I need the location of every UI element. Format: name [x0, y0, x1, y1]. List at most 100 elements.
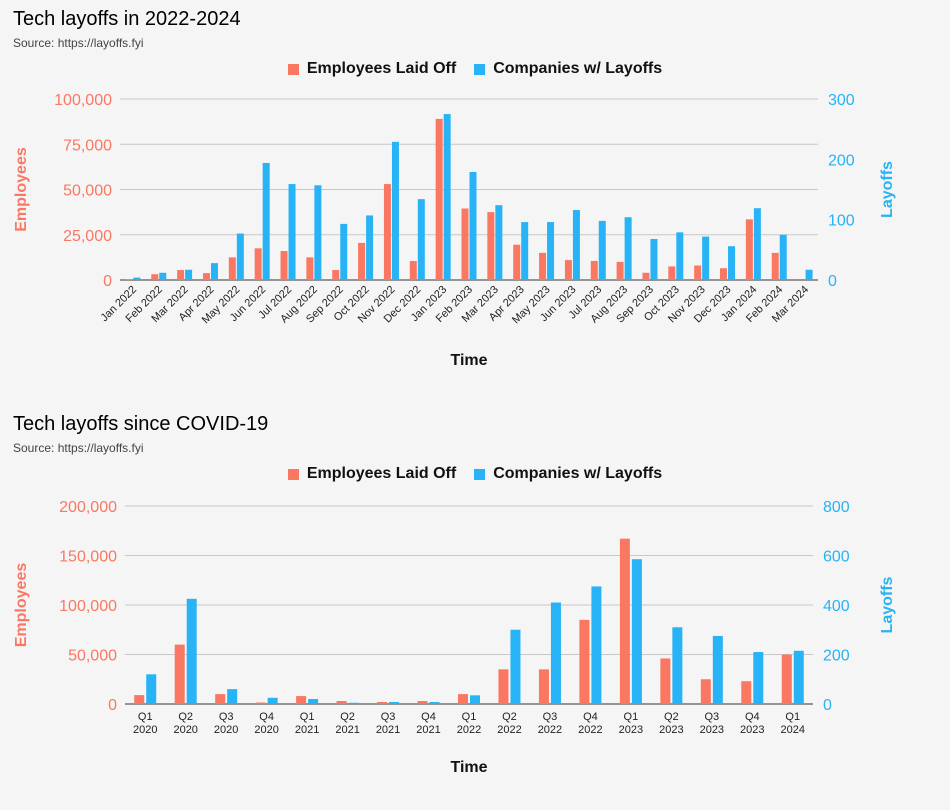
bar-employees[interactable] — [417, 701, 428, 704]
bar-employees[interactable] — [619, 538, 630, 704]
bar-employees[interactable] — [642, 272, 650, 280]
bar-companies[interactable] — [591, 586, 602, 704]
legend: Employees Laid Off Companies w/ Layoffs — [0, 60, 950, 78]
bar-employees[interactable] — [377, 702, 388, 704]
bar-employees[interactable] — [513, 244, 521, 280]
bar-companies[interactable] — [314, 185, 322, 280]
y-tick-left: 100,000 — [54, 92, 112, 109]
legend-label-companies: Companies w/ Layoffs — [493, 465, 663, 482]
chart-title: Tech layoffs since COVID-19 — [13, 413, 269, 435]
bar-employees[interactable] — [458, 694, 468, 704]
bar-employees[interactable] — [336, 701, 347, 704]
bar-employees[interactable] — [215, 694, 226, 704]
bar-companies[interactable] — [262, 162, 270, 280]
bar-companies[interactable] — [308, 699, 319, 704]
bar-companies[interactable] — [389, 702, 400, 704]
bar-companies[interactable] — [793, 650, 804, 704]
bar-companies[interactable] — [676, 232, 684, 280]
bar-companies[interactable] — [547, 222, 555, 280]
bar-companies[interactable] — [805, 269, 813, 280]
bar-companies[interactable] — [348, 702, 359, 704]
bar-companies[interactable] — [417, 199, 425, 280]
bar-employees[interactable] — [280, 251, 288, 280]
bar-companies[interactable] — [146, 674, 157, 704]
bar-employees[interactable] — [332, 270, 340, 280]
bar-employees[interactable] — [254, 248, 262, 280]
bar-employees[interactable] — [660, 658, 671, 704]
bar-companies[interactable] — [469, 172, 477, 280]
bar-companies[interactable] — [728, 246, 736, 280]
bar-employees[interactable] — [134, 695, 145, 704]
bar-companies[interactable] — [650, 238, 658, 280]
bar-employees[interactable] — [668, 266, 676, 280]
bar-companies[interactable] — [159, 272, 167, 280]
bar-employees[interactable] — [616, 261, 624, 280]
bar-companies[interactable] — [340, 223, 348, 280]
bar-employees[interactable] — [435, 118, 443, 280]
legend-item-companies[interactable]: Companies w/ Layoffs — [474, 465, 662, 483]
bar-companies[interactable] — [672, 627, 683, 704]
bar-companies[interactable] — [495, 205, 503, 280]
bar-companies[interactable] — [391, 141, 399, 280]
bar-employees[interactable] — [700, 679, 711, 704]
bar-employees[interactable] — [745, 219, 753, 280]
bar-employees[interactable] — [487, 212, 495, 280]
bar-companies[interactable] — [753, 652, 764, 704]
bar-employees[interactable] — [174, 644, 185, 704]
bar-companies[interactable] — [288, 184, 296, 280]
legend-item-employees[interactable]: Employees Laid Off — [287, 465, 456, 483]
bar-employees[interactable] — [771, 252, 779, 280]
x-tick-label: Q1 2022 — [457, 711, 481, 736]
bar-employees[interactable] — [202, 273, 210, 280]
bar-employees[interactable] — [539, 252, 547, 280]
bar-companies[interactable] — [227, 689, 238, 704]
bar-companies[interactable] — [429, 702, 440, 704]
y-tick-left: 150,000 — [59, 549, 117, 566]
bar-employees[interactable] — [461, 208, 469, 280]
bar-employees[interactable] — [125, 279, 133, 280]
bar-employees[interactable] — [564, 260, 572, 280]
bar-companies[interactable] — [779, 234, 787, 280]
bar-employees[interactable] — [358, 242, 366, 280]
bar-companies[interactable] — [185, 269, 193, 280]
bar-companies[interactable] — [631, 559, 642, 704]
bar-employees[interactable] — [720, 268, 728, 280]
bar-companies[interactable] — [236, 233, 244, 280]
bar-companies[interactable] — [712, 635, 723, 704]
legend-item-companies[interactable]: Companies w/ Layoffs — [474, 60, 662, 78]
bar-companies[interactable] — [267, 697, 278, 704]
bar-employees[interactable] — [590, 260, 598, 280]
bar-companies[interactable] — [510, 629, 521, 704]
bar-employees[interactable] — [228, 257, 236, 280]
bar-companies[interactable] — [598, 220, 606, 280]
bar-employees[interactable] — [255, 702, 266, 704]
x-tick-label: Q4 2020 — [254, 711, 278, 736]
bar-employees[interactable] — [579, 619, 590, 704]
bar-employees[interactable] — [306, 257, 314, 280]
bar-companies[interactable] — [521, 222, 529, 280]
legend-item-employees[interactable]: Employees Laid Off — [287, 60, 456, 78]
bar-companies[interactable] — [753, 208, 761, 280]
bar-employees[interactable] — [383, 184, 391, 280]
bar-employees[interactable] — [538, 669, 549, 704]
bar-employees[interactable] — [741, 681, 752, 704]
bar-companies[interactable] — [133, 277, 141, 280]
bar-companies[interactable] — [624, 217, 632, 280]
bar-companies[interactable] — [702, 236, 710, 280]
bar-employees[interactable] — [409, 260, 417, 280]
bar-companies[interactable] — [470, 695, 480, 704]
x-tick-label: Q1 2023 — [619, 711, 643, 736]
bar-companies[interactable] — [210, 263, 218, 280]
bar-employees[interactable] — [151, 274, 159, 280]
bar-companies[interactable] — [550, 602, 561, 704]
bar-employees[interactable] — [781, 654, 792, 705]
x-tick-label: Q1 2021 — [295, 711, 319, 736]
bar-employees[interactable] — [498, 669, 509, 704]
bar-companies[interactable] — [572, 210, 580, 280]
bar-employees[interactable] — [296, 696, 307, 704]
bar-companies[interactable] — [366, 215, 374, 280]
bar-companies[interactable] — [443, 114, 451, 280]
bar-employees[interactable] — [694, 265, 702, 280]
bar-companies[interactable] — [186, 598, 197, 704]
bar-employees[interactable] — [177, 270, 185, 280]
